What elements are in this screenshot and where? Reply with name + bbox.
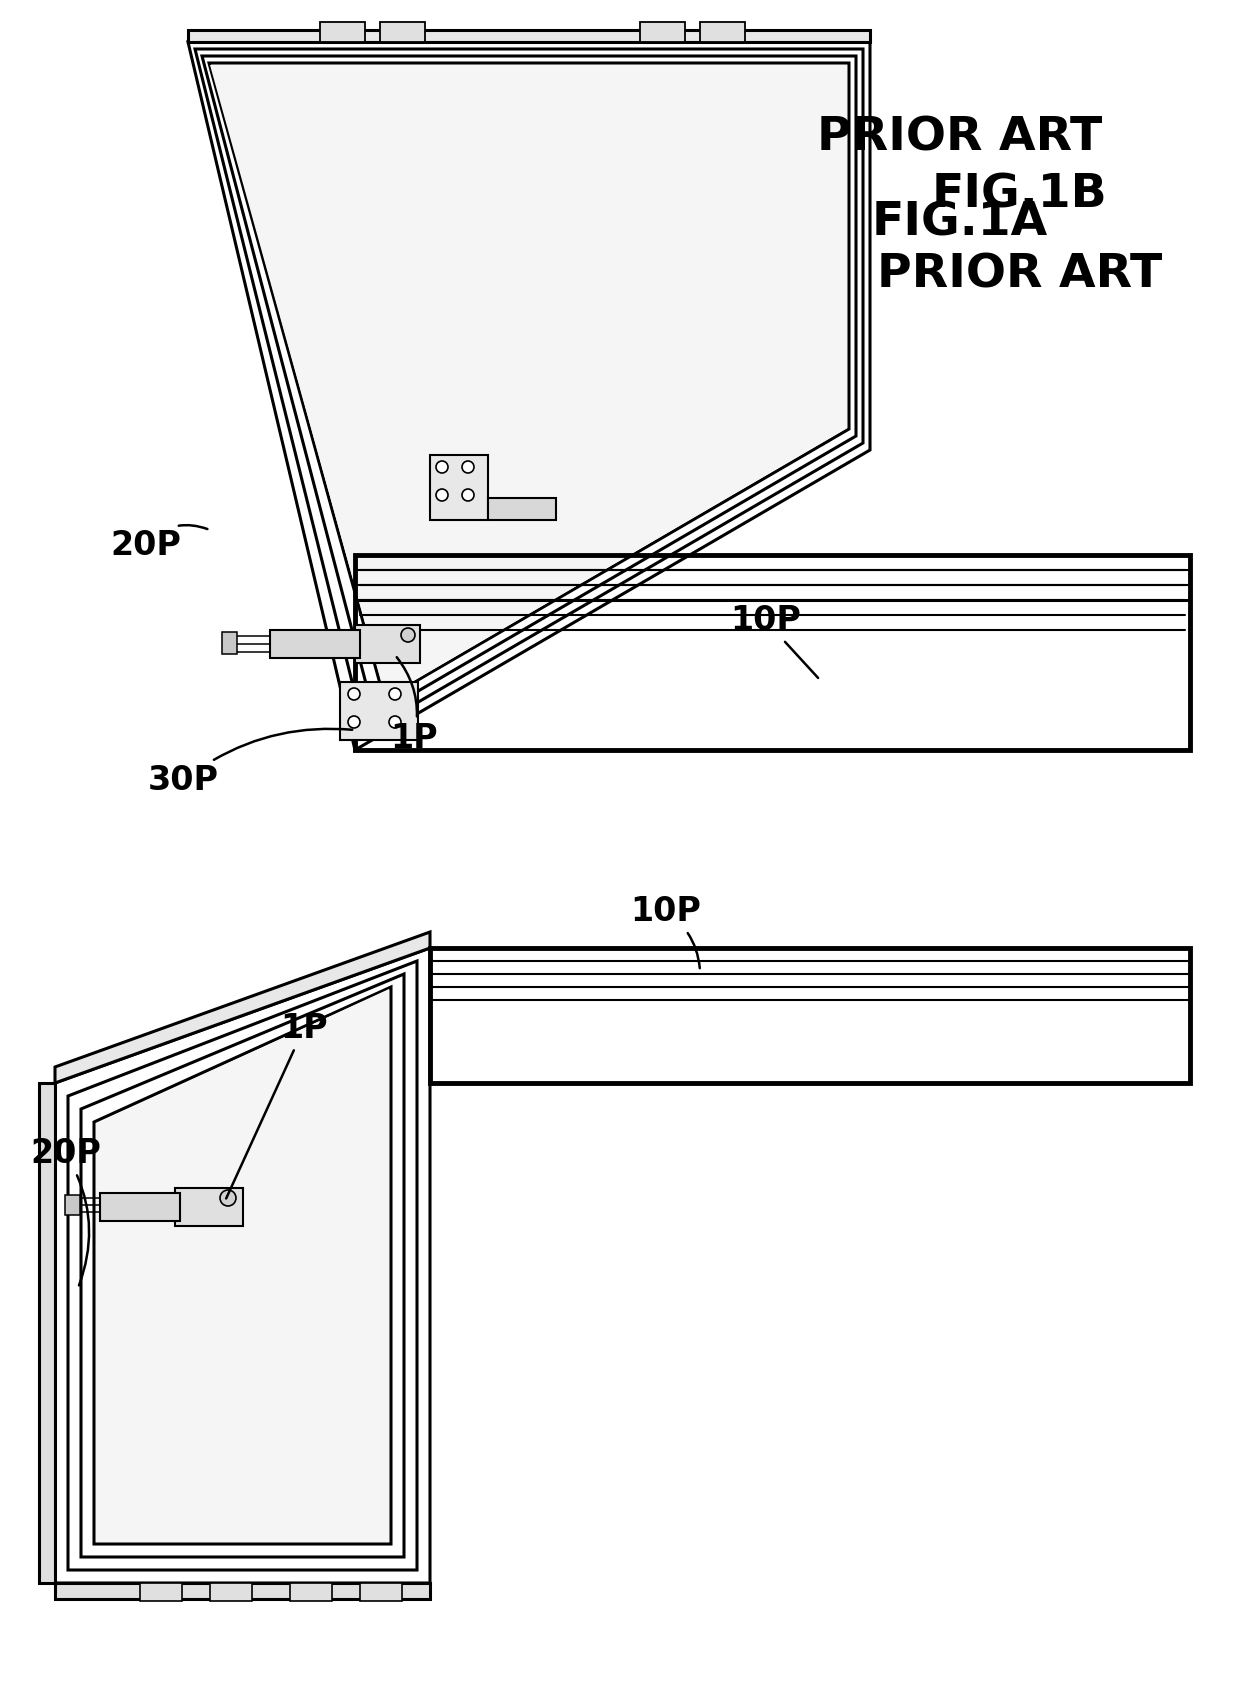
Polygon shape [64,1196,81,1214]
Polygon shape [100,1194,180,1221]
Circle shape [401,628,415,642]
Text: 20P: 20P [110,525,207,562]
Circle shape [348,688,360,700]
Polygon shape [55,1584,430,1599]
Polygon shape [355,625,420,662]
Text: 1P: 1P [391,657,438,754]
Polygon shape [210,65,847,697]
Circle shape [436,462,448,473]
Polygon shape [175,1189,243,1226]
Polygon shape [55,932,430,1083]
Text: 30P: 30P [148,729,352,797]
Polygon shape [430,455,489,519]
Polygon shape [379,22,425,43]
Polygon shape [270,630,360,657]
Circle shape [463,462,474,473]
Polygon shape [489,497,556,519]
Polygon shape [360,1584,402,1601]
Text: 20P: 20P [30,1138,100,1286]
Polygon shape [640,22,684,43]
Polygon shape [95,989,389,1541]
Text: FIG.1B: FIG.1B [932,172,1107,218]
Polygon shape [701,22,745,43]
Circle shape [389,688,401,700]
Polygon shape [290,1584,332,1601]
Circle shape [219,1190,236,1206]
Circle shape [389,715,401,727]
Polygon shape [38,1083,55,1584]
Polygon shape [340,681,418,741]
Text: PRIOR ART: PRIOR ART [817,116,1102,160]
Text: 10P: 10P [730,605,818,678]
Polygon shape [188,31,870,43]
Polygon shape [210,1584,252,1601]
Text: FIG.1A: FIG.1A [872,201,1048,245]
Polygon shape [140,1584,182,1601]
Text: 1P: 1P [226,1012,327,1199]
Circle shape [348,715,360,727]
Text: PRIOR ART: PRIOR ART [878,252,1163,298]
Polygon shape [222,632,237,654]
Text: 10P: 10P [630,896,701,969]
Circle shape [436,489,448,501]
Circle shape [463,489,474,501]
Polygon shape [320,22,365,43]
